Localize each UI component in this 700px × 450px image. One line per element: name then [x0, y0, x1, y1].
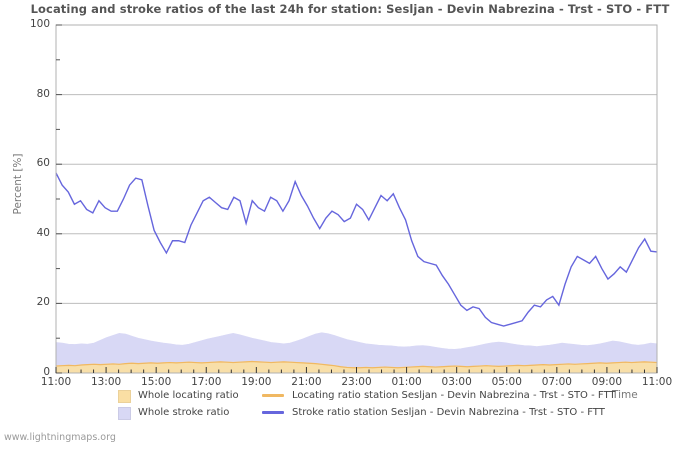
legend-swatch-icon — [118, 407, 131, 420]
legend-label: Stroke ratio station Sesljan - Devin Nab… — [292, 407, 605, 418]
x-tick-label-11: 09:00 — [591, 376, 623, 388]
x-tick-label-0: 11:00 — [40, 376, 72, 388]
x-axis-label: Time — [612, 389, 638, 401]
y-tick-label-20: 20 — [36, 296, 50, 309]
x-tick-label-3: 17:00 — [191, 376, 222, 388]
x-tick-label-4: 19:00 — [241, 376, 272, 388]
legend-label: Whole stroke ratio — [138, 407, 230, 418]
plot-background — [56, 25, 657, 373]
x-tick-label-8: 03:00 — [441, 376, 472, 388]
line-stroke-ratio-station — [55, 172, 658, 327]
y-tick-label-60: 60 — [36, 157, 50, 170]
legend-swatch-icon — [118, 390, 131, 403]
y-tick-label-80: 80 — [36, 87, 50, 100]
chart-title: Locating and stroke ratios of the last 2… — [30, 2, 670, 16]
x-tick-label-10: 07:00 — [541, 376, 572, 388]
x-tick-label-7: 01:00 — [391, 376, 422, 388]
x-tick-label-5: 21:00 — [291, 376, 322, 388]
y-tick-label-100: 100 — [29, 18, 50, 30]
x-tick-label-1: 13:00 — [90, 376, 122, 388]
watermark: www.lightningmaps.org — [4, 432, 116, 443]
y-tick-label-40: 40 — [36, 226, 50, 239]
legend-line-icon — [262, 411, 284, 414]
y-tick-label-0: 0 — [43, 366, 50, 378]
legend-label: Whole locating ratio — [138, 390, 239, 401]
x-tick-label-12: 11:00 — [641, 376, 673, 388]
x-tick-label-2: 15:00 — [141, 376, 172, 388]
x-tick-label-6: 23:00 — [341, 376, 372, 388]
legend-label: Locating ratio station Sesljan - Devin N… — [292, 390, 616, 401]
x-tick-label-9: 05:00 — [491, 376, 522, 388]
legend-line-icon — [262, 394, 284, 397]
chart-legend: Whole locating ratio Locating ratio stati… — [0, 388, 700, 424]
